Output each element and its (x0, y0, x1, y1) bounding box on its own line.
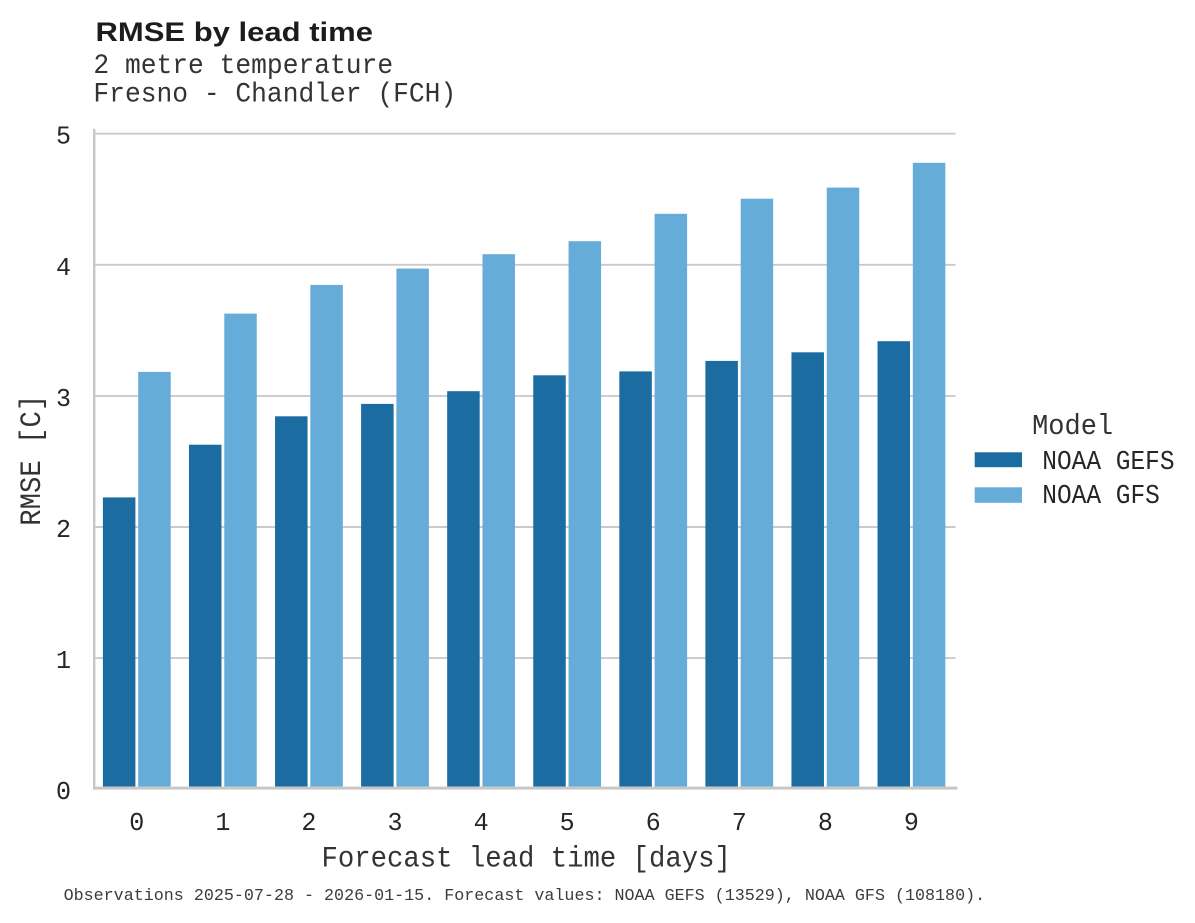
svg-text:1: 1 (56, 647, 71, 677)
svg-text:3: 3 (387, 809, 402, 839)
svg-text:4: 4 (56, 253, 71, 283)
svg-text:5: 5 (560, 809, 575, 839)
svg-text:Observations 2025-07-28 - 2026: Observations 2025-07-28 - 2026-01-15. Fo… (64, 887, 986, 906)
svg-text:RMSE by lead time: RMSE by lead time (96, 16, 374, 47)
svg-text:2 metre temperature: 2 metre temperature (93, 52, 393, 83)
svg-text:NOAA GFS: NOAA GFS (1042, 481, 1160, 511)
svg-text:8: 8 (818, 809, 833, 839)
svg-text:4: 4 (474, 809, 489, 839)
svg-text:0: 0 (129, 809, 144, 839)
svg-text:2: 2 (301, 809, 316, 839)
svg-text:2: 2 (56, 516, 71, 546)
svg-text:7: 7 (732, 809, 747, 839)
svg-text:Fresno - Chandler (FCH): Fresno - Chandler (FCH) (93, 80, 456, 111)
svg-text:0: 0 (56, 778, 71, 808)
svg-text:5: 5 (56, 122, 71, 152)
svg-text:RMSE [C]: RMSE [C] (15, 395, 49, 526)
svg-text:NOAA GEFS: NOAA GEFS (1042, 447, 1174, 477)
svg-text:Forecast lead time [days]: Forecast lead time [days] (322, 841, 731, 875)
svg-text:Model: Model (1032, 411, 1113, 443)
svg-text:3: 3 (56, 384, 71, 414)
svg-text:9: 9 (904, 809, 919, 839)
svg-text:6: 6 (646, 809, 661, 839)
svg-text:1: 1 (215, 809, 230, 839)
